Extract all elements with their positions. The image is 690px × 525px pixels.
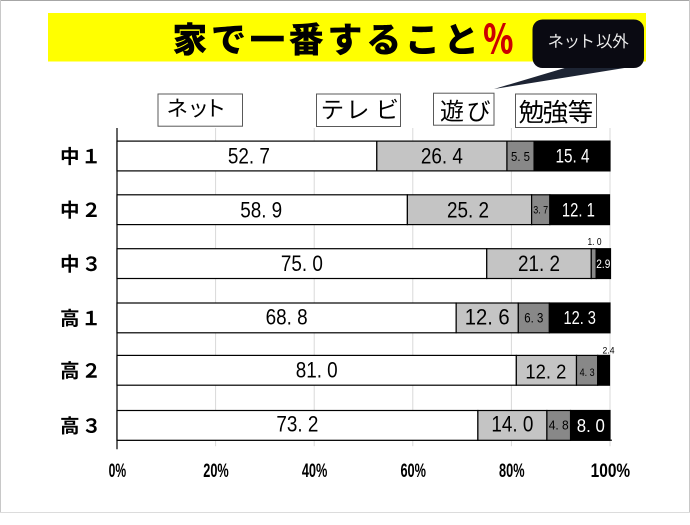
svg-text:14. 0: 14. 0 [491, 411, 533, 436]
svg-text:8. 0: 8. 0 [577, 415, 605, 436]
svg-text:12. 3: 12. 3 [563, 307, 596, 328]
svg-text:80%: 80% [499, 461, 525, 482]
svg-text:4. 8: 4. 8 [549, 417, 569, 432]
svg-text:6. 3: 6. 3 [524, 310, 543, 326]
svg-text:58. 9: 58. 9 [240, 197, 282, 222]
svg-text:2.4: 2.4 [603, 346, 615, 356]
svg-text:20%: 20% [203, 461, 229, 482]
svg-text:1. 0: 1. 0 [588, 236, 602, 248]
svg-text:12. 1: 12. 1 [562, 201, 595, 222]
svg-text:21. 2: 21. 2 [518, 251, 560, 276]
svg-text:4. 3: 4. 3 [580, 367, 595, 379]
svg-text:40%: 40% [302, 461, 328, 482]
svg-text:12. 2: 12. 2 [525, 361, 566, 384]
svg-text:2.9: 2.9 [596, 259, 610, 271]
svg-text:60%: 60% [400, 461, 426, 482]
svg-text:73. 2: 73. 2 [276, 411, 318, 436]
svg-text:52. 7: 52. 7 [228, 144, 270, 169]
svg-text:15. 4: 15. 4 [556, 147, 590, 168]
svg-text:25. 2: 25. 2 [447, 197, 489, 222]
svg-text:0%: 0% [109, 461, 127, 482]
svg-text:100%: 100% [591, 461, 631, 482]
svg-text:81. 0: 81. 0 [296, 358, 338, 383]
svg-text:12. 6: 12. 6 [465, 304, 510, 329]
svg-text:5. 5: 5. 5 [511, 149, 530, 164]
svg-text:75. 0: 75. 0 [281, 251, 323, 276]
svg-text:26. 4: 26. 4 [421, 144, 463, 169]
svg-text:3. 7: 3. 7 [533, 205, 548, 217]
svg-text:68. 8: 68. 8 [266, 304, 308, 329]
